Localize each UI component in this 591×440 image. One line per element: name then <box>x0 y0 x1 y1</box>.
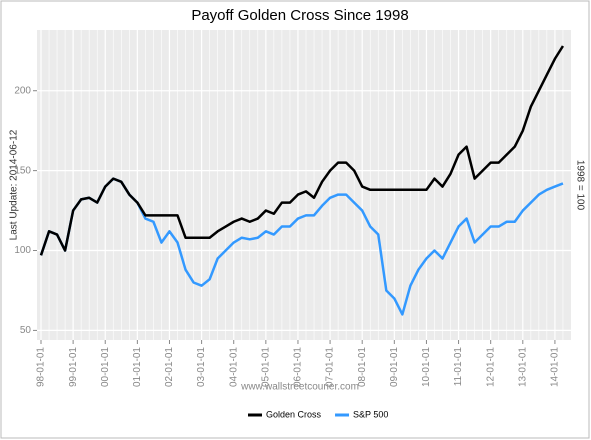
x-tick-label: 14-01-01 <box>550 347 561 387</box>
x-tick-label: 12-01-01 <box>485 347 496 387</box>
x-tick-label: 06-01-01 <box>293 347 304 387</box>
y-axis-label: Last Update: 2014-06-12 <box>9 129 20 240</box>
x-tick-label: 03-01-01 <box>196 347 207 387</box>
x-tick-label: 04-01-01 <box>228 347 239 387</box>
y-tick-label: 100 <box>14 245 31 256</box>
x-tick-label: 05-01-01 <box>260 347 271 387</box>
x-tick-label: 11-01-01 <box>453 347 464 387</box>
watermark: www.wallstreetcourier.com <box>240 382 359 393</box>
y-tick-label: 50 <box>20 325 32 336</box>
x-tick-label: 01-01-01 <box>132 347 143 387</box>
y-tick-label: 150 <box>14 165 31 176</box>
x-tick-label: 00-01-01 <box>100 347 111 387</box>
x-tick-label: 07-01-01 <box>325 347 336 387</box>
x-tick-label: 13-01-01 <box>517 347 528 387</box>
x-tick-label: 10-01-01 <box>421 347 432 387</box>
series-line <box>39 45 565 256</box>
x-tick-label: 08-01-01 <box>357 347 368 387</box>
x-tick-label: 02-01-01 <box>164 347 175 387</box>
x-tick-label: 98-01-01 <box>36 347 47 387</box>
x-tick-label: 99-01-01 <box>68 347 79 387</box>
legend-label: S&P 500 <box>353 409 388 419</box>
legend-label: Golden Cross <box>266 409 322 419</box>
y2-axis-label: 1998 = 100 <box>574 160 585 211</box>
y-tick-label: 200 <box>14 85 31 96</box>
plot-background <box>37 30 571 340</box>
chart-title: Payoff Golden Cross Since 1998 <box>191 7 408 24</box>
x-tick-label: 09-01-01 <box>389 347 400 387</box>
